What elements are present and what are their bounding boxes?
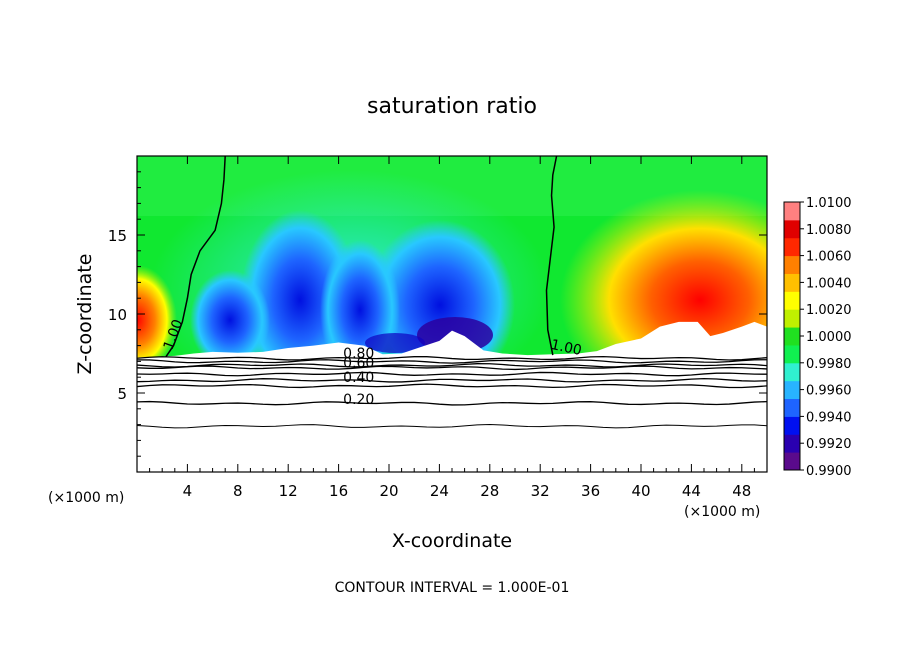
x-tick-label: 8	[233, 482, 243, 500]
y-tick-label: 10	[108, 306, 127, 324]
lower-contour-line	[137, 383, 767, 389]
colorbar-swatch	[784, 291, 800, 310]
x-axis-label: X-coordinate	[392, 530, 512, 552]
lower-contour-line	[137, 355, 767, 361]
colorbar-swatch	[784, 416, 800, 435]
colorbar-swatch	[784, 434, 800, 453]
colorbar-labels: 1.0100 1.0080 1.0060 1.0040 1.0020 1.0000 0.99…	[800, 196, 852, 479]
colorbar-swatch	[784, 219, 800, 239]
x-tick-label: 12	[279, 482, 298, 500]
plot-area	[137, 156, 767, 472]
x-unit-right: (×1000 m)	[684, 504, 760, 520]
colorbar-swatch	[784, 202, 800, 221]
x-tick-label: 44	[682, 482, 701, 500]
colorbar-swatch	[784, 398, 800, 417]
x-tick-label: 36	[581, 482, 600, 500]
lower-contour-line	[137, 371, 767, 377]
contour-interval-footer: CONTOUR INTERVAL = 1.000E-01	[335, 580, 570, 596]
lower-contour-line	[137, 363, 767, 368]
x-tick-label: 24	[430, 482, 449, 500]
colorbar-swatch	[784, 237, 800, 257]
contour-label: 1.00	[549, 337, 583, 359]
y-axis-label: Z-coordinate	[74, 254, 96, 375]
x-tick-label: 20	[379, 482, 398, 500]
colorbar-swatch	[784, 362, 800, 382]
colorbar-swatch	[784, 273, 800, 292]
contour-label: 0.80	[343, 346, 374, 362]
colorbar-label: 0.9960	[806, 384, 852, 399]
lower-contour-line	[137, 365, 767, 371]
colorbar-label: 1.0020	[806, 303, 852, 318]
contour-line-1.00-left	[165, 156, 226, 358]
colorbar-label: 0.9920	[806, 437, 852, 452]
contour-label: 0.20	[343, 392, 374, 408]
colorbar-swatch	[784, 309, 800, 328]
x-tick-label: 28	[480, 482, 499, 500]
colorbar-label: 1.0060	[806, 250, 852, 265]
lower-contour-line	[137, 400, 767, 406]
colorbar-label: 0.9940	[806, 410, 852, 425]
lower-contour-line	[137, 359, 767, 364]
colorbar-swatch	[784, 255, 800, 274]
field-deep-blue-2	[365, 333, 425, 353]
colorbar-swatch	[784, 452, 800, 471]
contour-label: 0.60	[343, 356, 374, 372]
colorbar-swatch	[784, 344, 800, 364]
lower-contour-lines	[137, 355, 767, 429]
x-unit-left: (×1000 m)	[48, 490, 124, 506]
x-tick-label: 4	[183, 482, 193, 500]
y-tick-label: 15	[108, 227, 127, 245]
colorbar-label: 1.0000	[806, 330, 852, 345]
colorbar-label: 1.0040	[806, 276, 852, 291]
colorbar-label: 0.9980	[806, 357, 852, 372]
colorbar-swatch	[784, 380, 800, 400]
field-blue-core-4	[190, 270, 270, 370]
colorbar-label: 1.0100	[806, 196, 852, 211]
y-axis-ticks: 5 10 15	[108, 171, 767, 457]
x-tick-label: 32	[531, 482, 550, 500]
colorbar-label: 1.0080	[806, 223, 852, 238]
colorbar-swatch	[784, 327, 800, 346]
colorbar-label: 0.9900	[806, 464, 852, 479]
contour-label: 0.40	[343, 370, 374, 386]
contour-line-1.00-right	[545, 156, 558, 356]
colorbar	[783, 201, 801, 471]
chart-title: saturation ratio	[367, 94, 537, 119]
x-axis-ticks: 4 8 12 16 20 24 28 32 36 40 44 48	[149, 156, 755, 500]
lower-contour-line	[137, 424, 767, 429]
x-tick-label: 48	[732, 482, 751, 500]
lower-contour-line	[137, 377, 767, 383]
y-tick-label: 5	[117, 385, 127, 403]
field-warm-left	[137, 265, 177, 375]
x-tick-label: 16	[329, 482, 348, 500]
x-tick-label: 40	[631, 482, 650, 500]
